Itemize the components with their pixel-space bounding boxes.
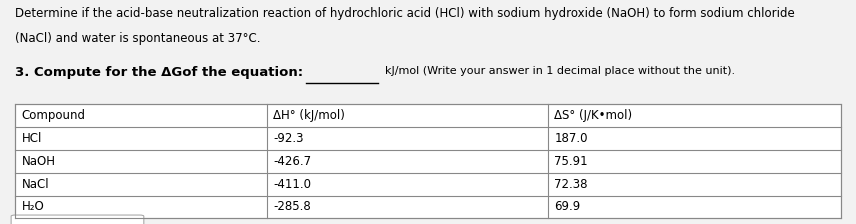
Text: NaOH: NaOH	[21, 155, 56, 168]
Text: ΔH° (kJ/mol): ΔH° (kJ/mol)	[273, 109, 345, 122]
Text: 72.38: 72.38	[554, 178, 588, 191]
Text: 75.91: 75.91	[554, 155, 588, 168]
Text: -92.3: -92.3	[273, 132, 304, 145]
Text: Compound: Compound	[21, 109, 86, 122]
Text: H₂O: H₂O	[21, 200, 45, 213]
Text: -285.8: -285.8	[273, 200, 311, 213]
Text: 3. Compute for the ΔGof the equation:: 3. Compute for the ΔGof the equation:	[15, 66, 304, 79]
Text: Determine if the acid-base neutralization reaction of hydrochloric acid (HCl) wi: Determine if the acid-base neutralizatio…	[15, 7, 795, 20]
Text: 187.0: 187.0	[554, 132, 588, 145]
Text: -411.0: -411.0	[273, 178, 312, 191]
Text: NaCl: NaCl	[21, 178, 49, 191]
Text: HCl: HCl	[21, 132, 42, 145]
Text: -426.7: -426.7	[273, 155, 312, 168]
Text: kJ/mol (Write your answer in 1 decimal place without the unit).: kJ/mol (Write your answer in 1 decimal p…	[385, 66, 735, 76]
Text: ΔS° (J/K•mol): ΔS° (J/K•mol)	[554, 109, 633, 122]
Text: 69.9: 69.9	[554, 200, 580, 213]
Text: (NaCl) and water is spontaneous at 37°C.: (NaCl) and water is spontaneous at 37°C.	[15, 32, 261, 45]
